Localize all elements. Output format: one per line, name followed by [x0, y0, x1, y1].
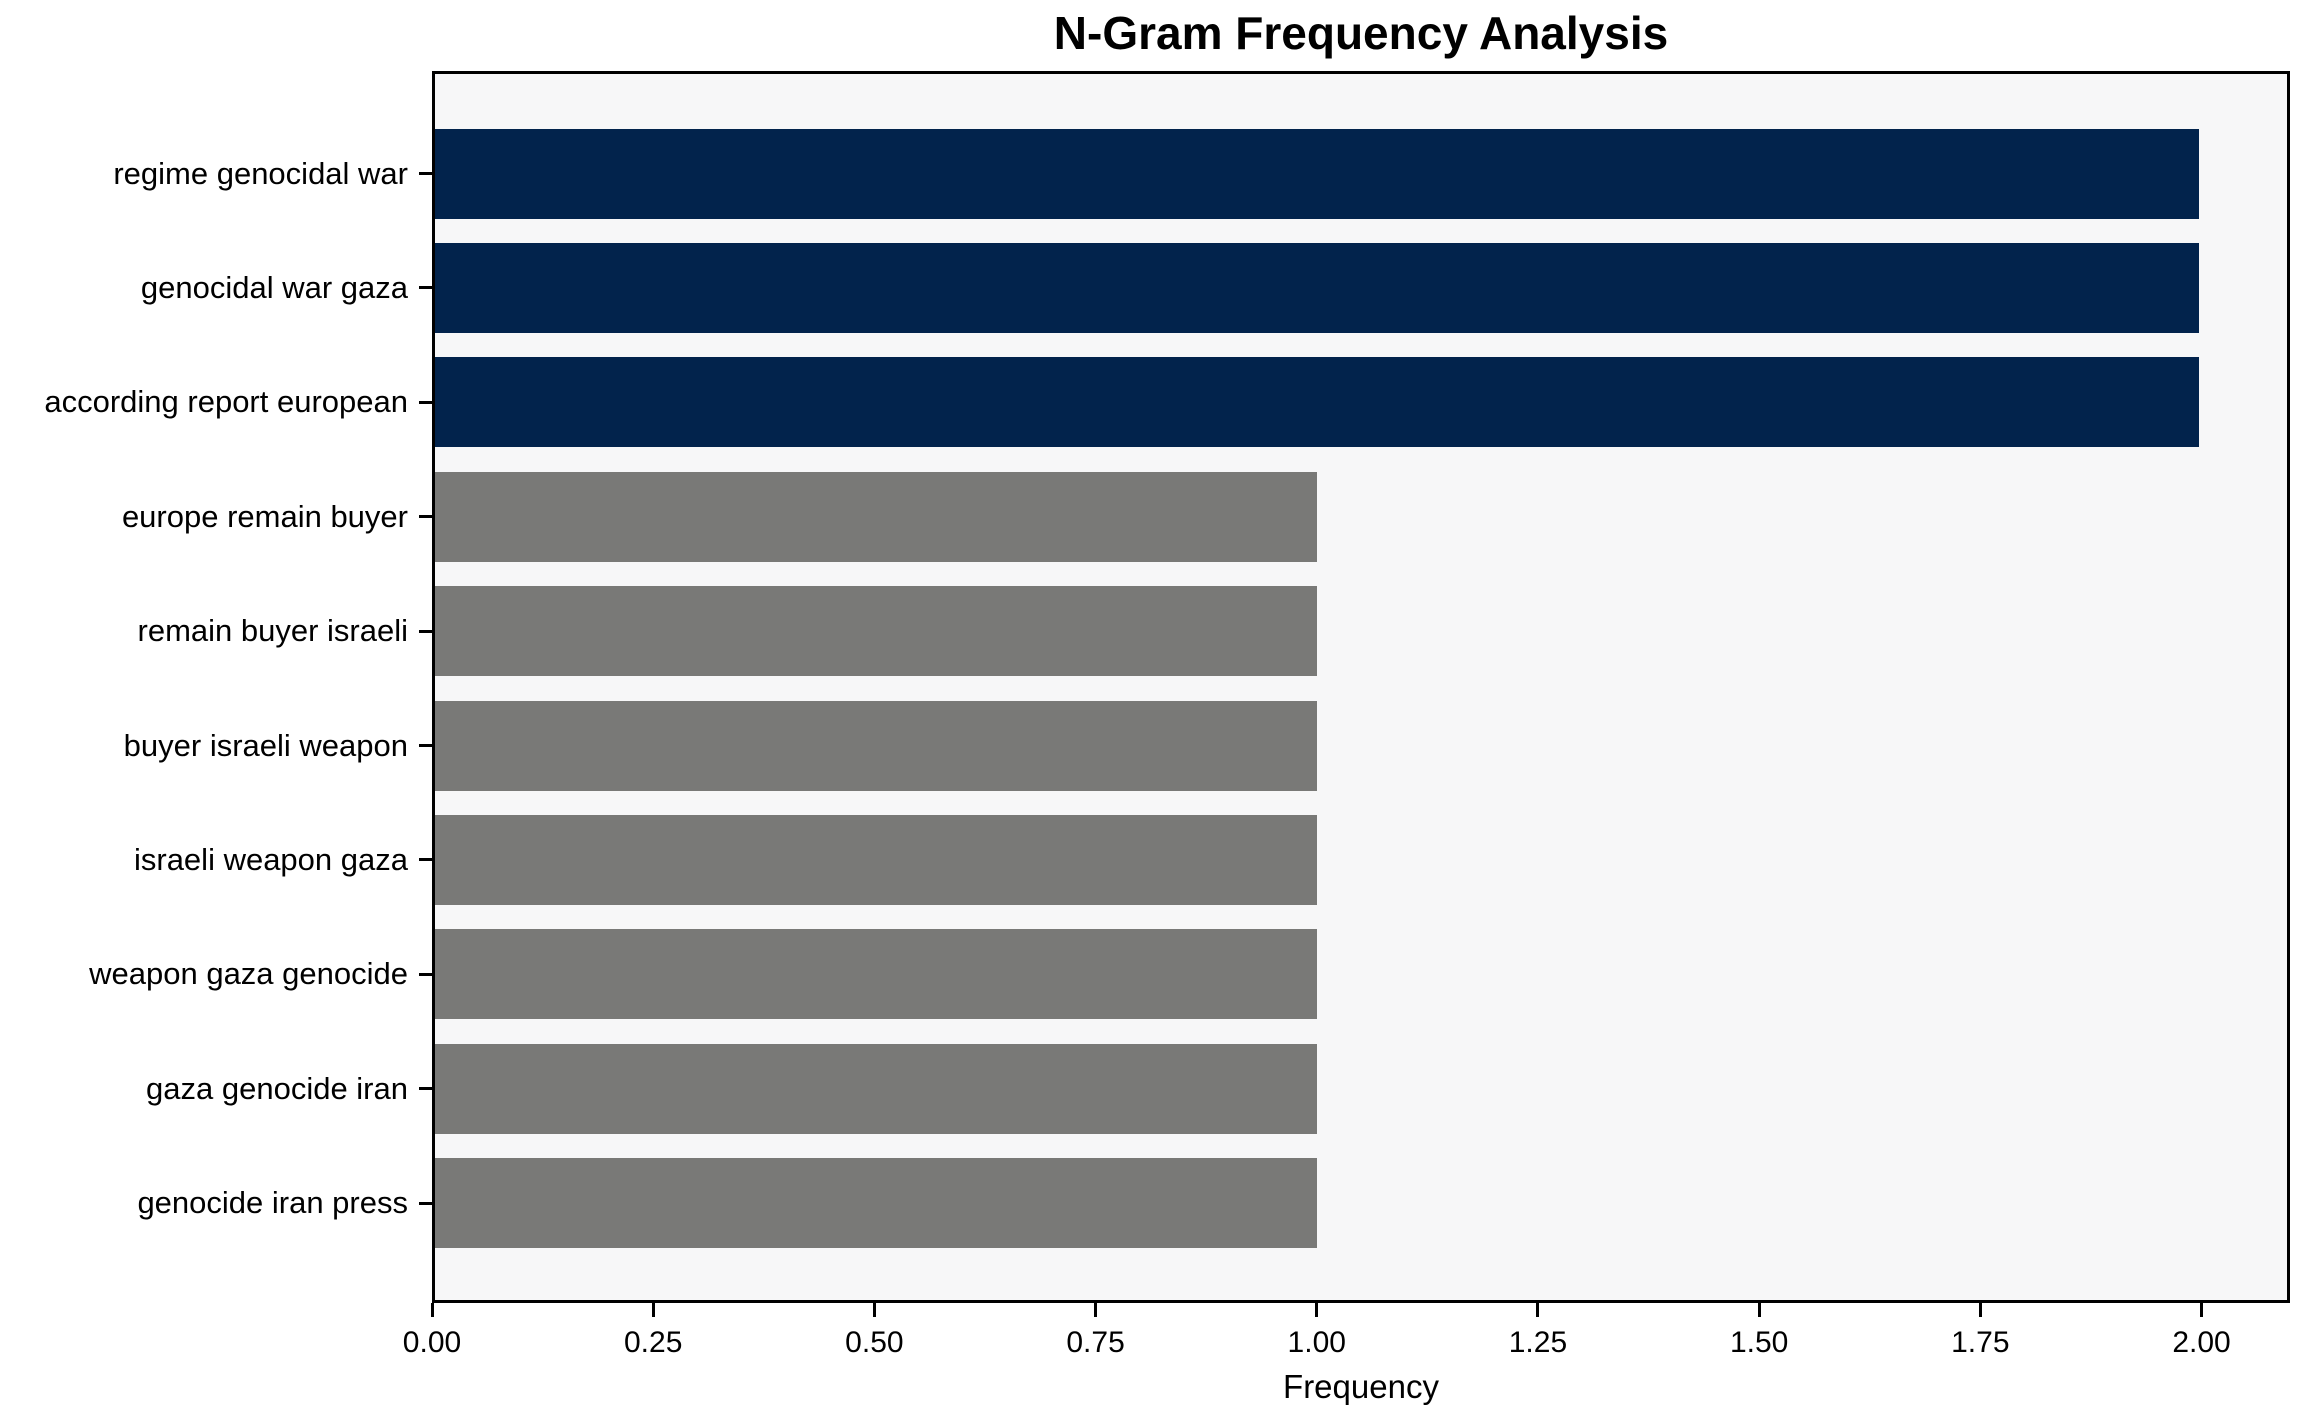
y-tick-mark: [419, 972, 432, 976]
x-tick-mark: [1315, 1303, 1319, 1317]
chart-title: N-Gram Frequency Analysis: [1053, 7, 1669, 59]
y-tick-mark: [419, 1087, 432, 1091]
y-tick-mark: [419, 515, 432, 519]
x-tick-mark: [651, 1303, 655, 1317]
x-tick-mark: [872, 1303, 876, 1317]
y-tick-label: weapon gaza genocide: [89, 956, 408, 992]
bar: [435, 1043, 1317, 1134]
y-tick-mark: [419, 400, 432, 404]
y-tick-label: according report european: [44, 384, 408, 420]
x-axis-label: Frequency: [1283, 1368, 1439, 1405]
x-tick-mark: [1978, 1303, 1982, 1317]
bar: [435, 1158, 1317, 1249]
y-tick-mark: [419, 1201, 432, 1205]
x-tick-mark: [2200, 1303, 2204, 1317]
y-tick-label: genocide iran press: [137, 1185, 408, 1221]
y-tick-label: genocidal war gaza: [140, 269, 408, 305]
y-tick-mark: [419, 858, 432, 862]
bar: [435, 929, 1317, 1020]
bar: [435, 814, 1317, 905]
y-tick-mark: [419, 744, 432, 747]
x-tick-label: 0.75: [1066, 1326, 1125, 1359]
x-tick-label: 0.50: [845, 1326, 904, 1359]
bar: [435, 242, 2199, 333]
x-tick-label: 1.75: [1951, 1326, 2010, 1359]
x-tick-label: 2.00: [2172, 1326, 2231, 1359]
bar: [435, 128, 2199, 219]
x-tick-label: 1.50: [1729, 1326, 1789, 1359]
bar: [435, 357, 2199, 448]
bar: [435, 471, 1317, 562]
y-tick-label: regime genocidal war: [113, 155, 408, 191]
y-tick-label: gaza genocide iran: [146, 1070, 408, 1106]
x-tick-label: 0.25: [623, 1326, 683, 1359]
bar: [435, 586, 1317, 677]
bar: [435, 700, 1317, 791]
y-tick-mark: [419, 286, 432, 290]
y-tick-label: israeli weapon gaza: [133, 841, 408, 877]
plot-area: [432, 71, 2290, 1303]
x-tick-label: 1.25: [1508, 1326, 1568, 1359]
x-tick-label: 0.00: [402, 1326, 462, 1359]
x-tick-mark: [1536, 1303, 1540, 1317]
x-tick-mark: [1757, 1303, 1761, 1317]
y-tick-mark: [419, 629, 432, 633]
y-tick-label: europe remain buyer: [121, 498, 408, 534]
x-tick-mark: [430, 1303, 434, 1317]
y-tick-mark: [419, 172, 432, 175]
x-tick-label: 1.00: [1287, 1326, 1346, 1359]
y-tick-label: remain buyer israeli: [137, 613, 409, 649]
x-tick-mark: [1094, 1303, 1098, 1317]
y-tick-label: buyer israeli weapon: [123, 727, 408, 763]
